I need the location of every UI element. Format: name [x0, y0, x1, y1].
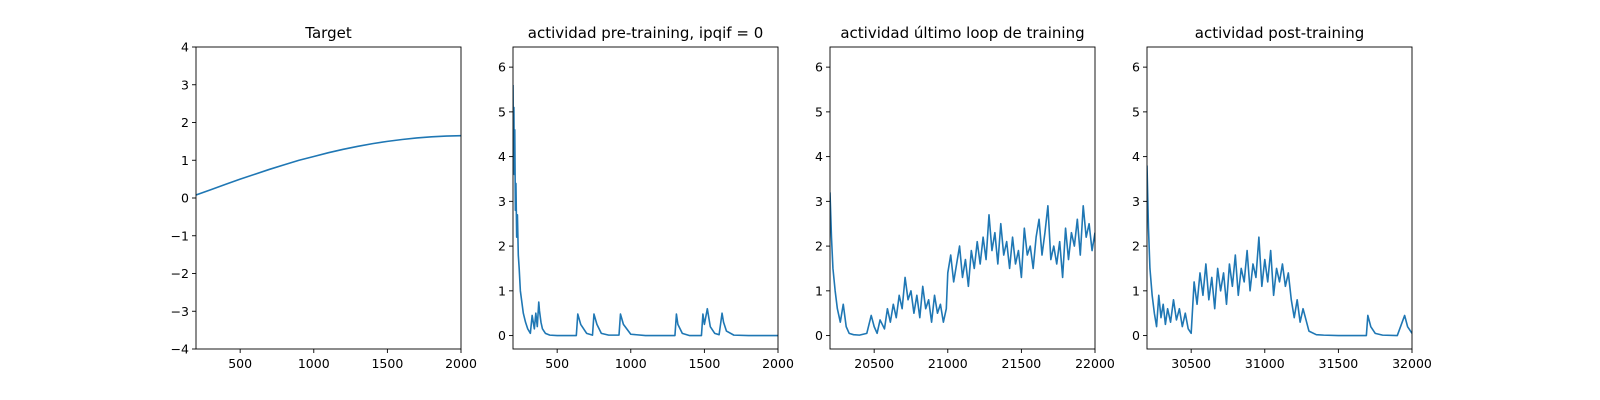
x-tick-label: 1500 [688, 356, 720, 371]
x-tick-label: 32000 [1392, 356, 1432, 371]
y-tick-label: 4 [498, 149, 506, 164]
x-tick-label: 2000 [445, 356, 477, 371]
y-tick-label: 0 [1132, 328, 1140, 343]
y-tick-label: 2 [815, 239, 823, 254]
y-tick-label: 4 [181, 40, 189, 55]
y-tick-label: 6 [1132, 60, 1140, 75]
y-tick-label: −1 [171, 228, 189, 243]
series-line [196, 134, 461, 196]
y-tick-label: 3 [815, 194, 823, 209]
y-tick-label: −3 [171, 304, 189, 319]
y-tick-label: −2 [171, 266, 189, 281]
x-tick-label: 500 [228, 356, 252, 371]
y-tick-label: 2 [181, 115, 189, 130]
series-line [830, 192, 1095, 336]
axes-frame [1146, 46, 1413, 350]
y-tick-label: 1 [1132, 283, 1140, 298]
y-tick-label: 3 [1132, 194, 1140, 209]
y-tick-label: 1 [815, 283, 823, 298]
y-tick-label: 6 [815, 60, 823, 75]
axes-frame [829, 46, 1096, 350]
y-tick-label: 4 [815, 149, 823, 164]
chart-title: actividad post-training [1195, 24, 1364, 42]
series-line [513, 85, 778, 337]
chart-title: Target [304, 24, 352, 42]
x-tick-label: 21000 [928, 356, 968, 371]
subplot-4: 30500 31000 31500 32000 0 1 2 3 4 5 6 actividad pos… [1132, 24, 1432, 371]
y-tick-label: 5 [815, 104, 823, 119]
chart-title: actividad pre-training, ipqif = 0 [528, 24, 764, 42]
subplot-1: 500 1000 1500 2000 −4 −3 −2 −1 0 1 2 3 4 Target [171, 24, 477, 371]
x-tick-label: 1000 [615, 356, 647, 371]
x-tick-label: 31000 [1245, 356, 1285, 371]
x-tick-label: 22000 [1075, 356, 1115, 371]
subplot-2: 500 1000 1500 2000 0 1 2 3 4 5 6 actividad pre-trai… [498, 24, 794, 371]
subplot-3: 20500 21000 21500 22000 0 1 2 3 4 5 6 actividad últ… [815, 24, 1115, 371]
y-tick-label: 3 [498, 194, 506, 209]
series-line [1147, 165, 1412, 337]
x-tick-label: 2000 [762, 356, 794, 371]
y-tick-label: 1 [181, 153, 189, 168]
y-tick-label: 0 [181, 191, 189, 206]
x-tick-label: 31500 [1319, 356, 1359, 371]
y-tick-label: 0 [815, 328, 823, 343]
x-tick-label: 1000 [298, 356, 330, 371]
axes-frame [512, 46, 779, 350]
y-tick-label: −4 [171, 342, 189, 357]
y-tick-label: 4 [1132, 149, 1140, 164]
x-tick-label: 21500 [1002, 356, 1042, 371]
y-tick-label: 5 [1132, 104, 1140, 119]
x-tick-label: 30500 [1171, 356, 1211, 371]
chart-title: actividad último loop de training [840, 24, 1084, 42]
x-tick-label: 20500 [854, 356, 894, 371]
y-tick-label: 5 [498, 104, 506, 119]
y-tick-label: 0 [498, 328, 506, 343]
y-tick-label: 3 [181, 77, 189, 92]
x-tick-label: 500 [545, 356, 569, 371]
x-tick-label: 1500 [371, 356, 403, 371]
y-tick-label: 1 [498, 283, 506, 298]
y-tick-label: 2 [1132, 239, 1140, 254]
y-tick-label: 2 [498, 239, 506, 254]
y-tick-label: 6 [498, 60, 506, 75]
